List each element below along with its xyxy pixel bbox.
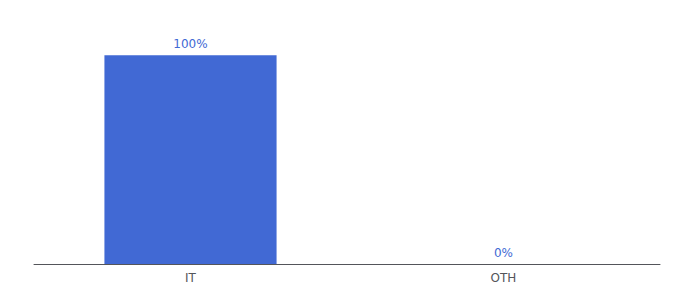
svg-text:0%: 0% xyxy=(494,246,513,260)
svg-text:100%: 100% xyxy=(173,37,207,51)
svg-text:IT: IT xyxy=(185,271,197,285)
svg-text:OTH: OTH xyxy=(491,271,517,285)
